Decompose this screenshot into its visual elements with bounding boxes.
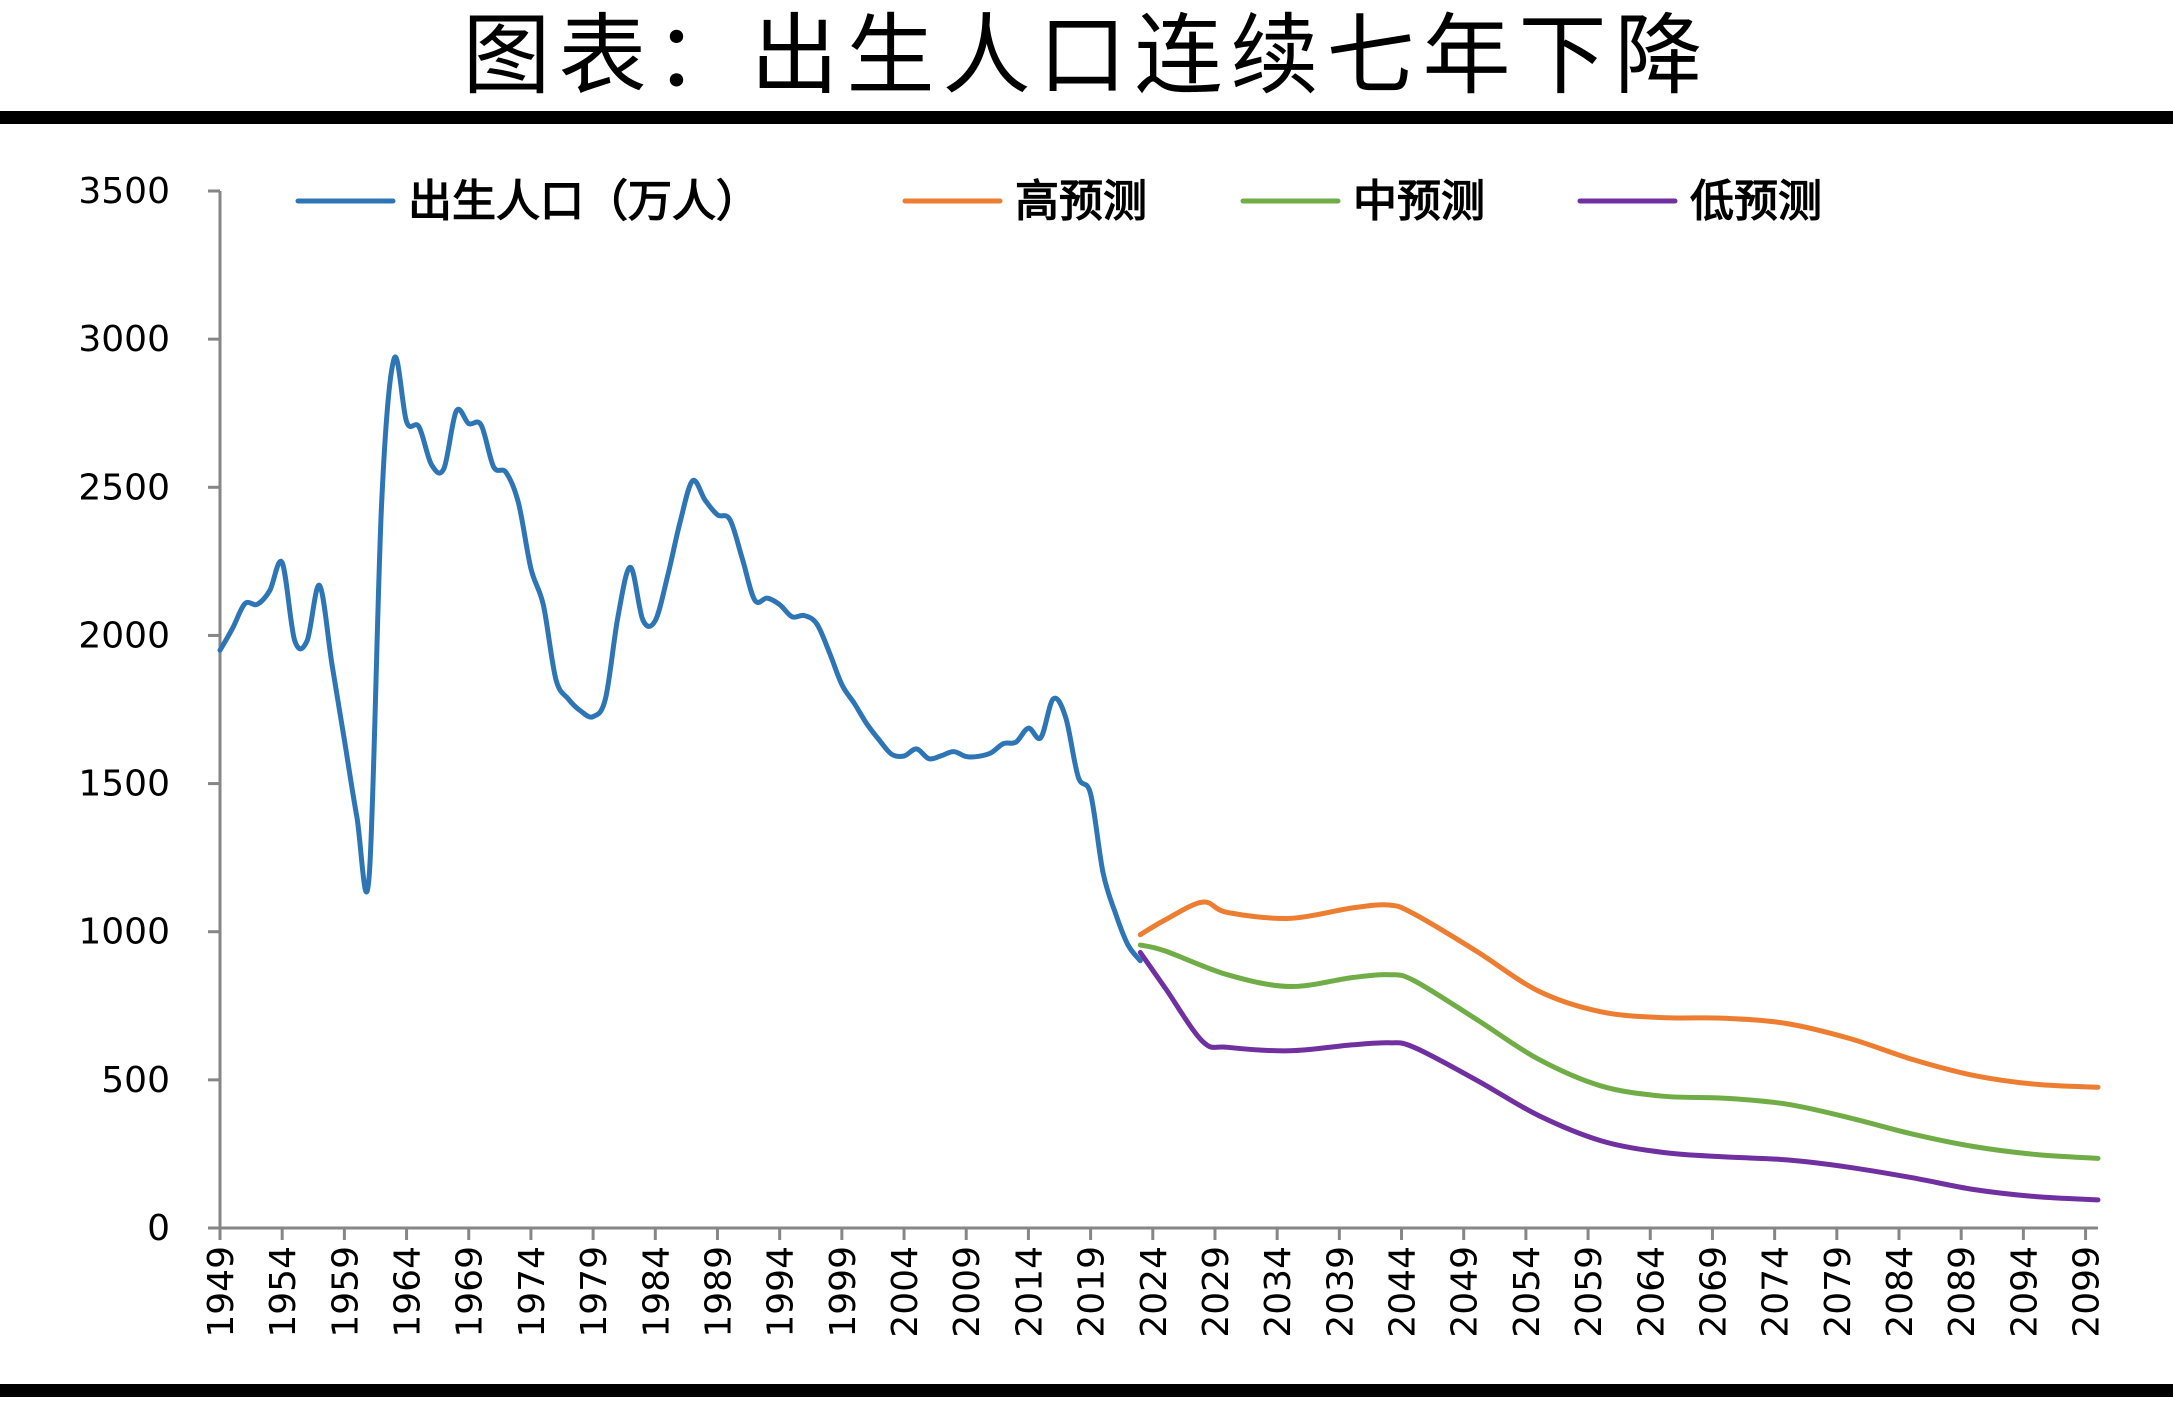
x-tick-label: 2039 <box>1320 1246 1361 1338</box>
x-tick-label: 2024 <box>1134 1246 1175 1338</box>
page-title: 图表：出生人口连续七年下降 <box>462 4 1711 107</box>
x-tick-label: 2049 <box>1445 1246 1486 1338</box>
x-tick-label: 1964 <box>388 1246 429 1338</box>
y-tick-label: 2000 <box>78 615 170 656</box>
x-tick-label: 2054 <box>1507 1246 1548 1338</box>
legend-label: 中预测 <box>1353 176 1485 227</box>
y-axis: 0 500 1000 1500 2000 2500 3000 3500 <box>78 171 222 1249</box>
legend-item-1: 高预测 <box>902 176 1147 227</box>
x-tick-label: 2094 <box>2004 1246 2045 1338</box>
legend-label: 出生人口（万人） <box>408 176 760 227</box>
x-tick-label: 1959 <box>325 1246 366 1338</box>
series-group <box>217 354 2101 1203</box>
x-tick-label: 2074 <box>1756 1246 1797 1338</box>
series-line-1 <box>1137 899 2101 1090</box>
y-tick-label: 2500 <box>78 467 170 508</box>
x-tick-label: 2099 <box>2067 1246 2108 1338</box>
series-line-0 <box>217 354 1143 964</box>
legend-item-0: 出生人口（万人） <box>295 176 760 227</box>
x-tick-label: 2044 <box>1383 1246 1424 1338</box>
x-tick-label: 2084 <box>1880 1246 1921 1338</box>
x-tick-label: 2009 <box>947 1246 988 1338</box>
x-tick-label: 1974 <box>512 1246 553 1338</box>
x-tick-label: 1989 <box>698 1246 739 1338</box>
legend: 出生人口（万人） 高预测 中预测 低预测 <box>295 176 1822 227</box>
x-tick-label: 2079 <box>1818 1246 1859 1338</box>
legend-item-3: 低预测 <box>1577 176 1822 227</box>
y-tick-label: 3500 <box>78 171 170 212</box>
x-tick-label: 1969 <box>450 1246 491 1338</box>
x-tick-label: 2029 <box>1196 1246 1237 1338</box>
x-tick-label: 1994 <box>761 1246 802 1338</box>
y-tick-label: 1000 <box>78 912 170 953</box>
series-line-3 <box>1137 950 2101 1203</box>
y-tick-label: 1500 <box>78 764 170 805</box>
x-axis: 1949 1954 1959 1964 1969 1974 1979 1984 1989 1994… <box>201 1226 2108 1338</box>
legend-item-2: 中预测 <box>1240 176 1485 227</box>
x-tick-label: 1949 <box>201 1246 242 1338</box>
x-tick-label: 2064 <box>1631 1246 1672 1338</box>
y-tick-label: 0 <box>147 1208 170 1249</box>
y-tick-label: 500 <box>101 1060 170 1101</box>
bottom-rule <box>0 1384 2173 1397</box>
chart: 出生人口（万人） 高预测 中预测 低预测 0 500 1000 1500 2000 2500 30… <box>78 171 2108 1338</box>
x-tick-label: 1954 <box>263 1246 304 1338</box>
x-tick-label: 1984 <box>636 1246 677 1338</box>
series-line-2 <box>1137 942 2101 1161</box>
x-tick-label: 1999 <box>823 1246 864 1338</box>
x-tick-label: 1979 <box>574 1246 615 1338</box>
x-tick-label: 2069 <box>1693 1246 1734 1338</box>
x-tick-label: 2034 <box>1258 1246 1299 1338</box>
top-rule <box>0 111 2173 124</box>
x-tick-label: 2089 <box>1942 1246 1983 1338</box>
x-tick-label: 2019 <box>1072 1246 1113 1338</box>
x-tick-label: 2004 <box>885 1246 926 1338</box>
x-tick-label: 2059 <box>1569 1246 1610 1338</box>
x-tick-label: 2014 <box>1009 1246 1050 1338</box>
legend-label: 高预测 <box>1015 176 1147 227</box>
y-tick-label: 3000 <box>78 319 170 360</box>
legend-label: 低预测 <box>1690 176 1822 227</box>
